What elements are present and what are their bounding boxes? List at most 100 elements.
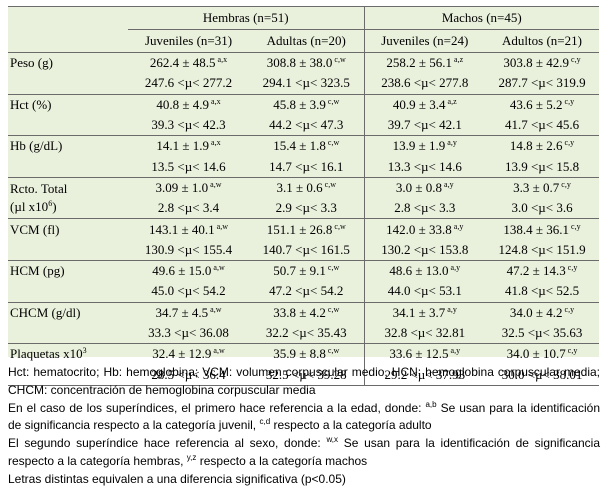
significance-sup: c,y xyxy=(571,221,581,231)
row-label-blank xyxy=(8,322,128,345)
range-cell: 33.3 <µ< 36.08 xyxy=(128,322,249,345)
range-cell: 130.2 <µ< 153.8 xyxy=(363,239,486,261)
corner-cell xyxy=(8,6,128,30)
significance-sup: a,x xyxy=(211,96,221,106)
mean-cell: 32.4 ± 12.9 a,w xyxy=(128,344,249,365)
row-label: Hct (%) xyxy=(8,94,128,115)
mean-value: 40.8 ± 4.9 xyxy=(156,96,210,112)
hematology-table-panel: Hembras (n=51) Machos (n=45) Juveniles (… xyxy=(8,6,600,386)
range-cell: 32.2 <µ< 35.43 xyxy=(249,322,365,345)
mean-cell: 3.3 ± 0.7 c,y xyxy=(485,177,599,198)
hematology-table: Hembras (n=51) Machos (n=45) Juveniles (… xyxy=(8,6,600,386)
mean-cell: 308.8 ± 38.0 c,w xyxy=(249,53,364,74)
mean-cell: 303.8 ± 42.9 c,y xyxy=(485,53,599,74)
significance-sup: a,y xyxy=(450,346,461,356)
row-label-text: Hct (%) xyxy=(10,96,52,112)
table-row-mean: Hct (%) 40.8 ± 4.9 a,x 45.8 ± 3.9 c,w 40.9 ± … xyxy=(8,94,599,115)
range-cell: 2.8 <µ< 3.3 xyxy=(363,198,486,220)
mean-value: 40.9 ± 3.4 xyxy=(392,96,446,112)
row-label: Plaquetas x103 xyxy=(8,344,128,365)
significance-sup: a,y xyxy=(444,179,454,189)
row-label: VCM (fl) xyxy=(8,219,128,240)
row-label-blank xyxy=(8,364,128,386)
note-superscript-sex: El segundo superíndice hace referencia a… xyxy=(8,435,600,471)
significance-sup: c,w xyxy=(334,55,346,65)
mean-cell: 43.6 ± 5.2 c,y xyxy=(485,94,599,115)
range-cell: 2.8 <µ< 3.4 xyxy=(128,198,249,220)
mean-cell: 45.8 ± 3.9 c,w xyxy=(249,94,364,115)
mean-value: 308.8 ± 38.0 xyxy=(266,55,333,71)
range-cell: 14.7 <µ< 16.1 xyxy=(249,156,365,178)
note-text: Se usan para la identificación de signif… xyxy=(8,400,600,433)
mean-value: 258.2 ± 56.1 xyxy=(386,55,453,71)
significance-sup: c,y xyxy=(564,96,575,106)
note-sup: w,x xyxy=(326,435,338,445)
note-text: Se usan para la identificación de signif… xyxy=(8,436,601,468)
significance-sup: a,y xyxy=(450,263,461,273)
mean-value: 48.6 ± 13.0 xyxy=(389,263,449,279)
significance-sup: c,w xyxy=(334,221,346,231)
range-cell: 29.2 <µ< 37.93 xyxy=(363,364,486,386)
note-text: El segundo superíndice hace referencia a… xyxy=(8,436,327,451)
sub-header-juveniles-hembras: Juveniles (n=31) xyxy=(128,29,249,53)
table-row-range: 39.3 <µ< 42.3 44.2 <µ< 47.3 39.7 <µ< 42.1 4… xyxy=(8,114,600,137)
table-row-mean: Plaquetas x103 32.4 ± 12.9 a,w 35.9 ± 8.8 c,… xyxy=(8,343,599,365)
mean-value: 33.8 ± 4.2 xyxy=(273,304,326,320)
table-row-mean: VCM (fl) 143.1 ± 40.1 a,w 151.1 ± 26.8 c,w 14… xyxy=(8,218,599,240)
significance-sup: c,w xyxy=(324,179,336,189)
row-label-text: HCM (pg) xyxy=(10,263,65,279)
mean-value: 34.0 ± 4.2 xyxy=(509,304,563,320)
mean-cell: 34.0 ± 10.7 c,y xyxy=(485,344,599,365)
table-body: Hembras (n=51) Machos (n=45) Juveniles (… xyxy=(8,6,600,386)
mean-cell: 13.9 ± 1.9 a,y xyxy=(363,135,486,157)
mean-cell: 40.8 ± 4.9 a,x xyxy=(128,94,249,115)
group-header-hembras: Hembras (n=51) xyxy=(128,6,365,30)
sub-header-adultos: Adultos (n=21) xyxy=(485,29,600,53)
table-row-mean: Hb (g/dL) 14.1 ± 1.9 a,x 15.4 ± 1.8 c,w 13.9 … xyxy=(8,135,599,157)
range-cell: 32.8 <µ< 32.81 xyxy=(363,322,486,345)
significance-sup: a,w xyxy=(213,346,225,356)
range-cell: 32.5 <µ< 39.28 xyxy=(249,364,365,386)
group-header-machos: Machos (n=45) xyxy=(363,6,600,30)
significance-sup: a,x xyxy=(211,138,221,148)
significance-sup: c,y xyxy=(564,304,575,314)
mean-cell: 34.0 ± 4.2 c,y xyxy=(485,302,599,323)
significance-sup: c,w xyxy=(327,138,340,148)
mean-cell: 47.2 ± 14.3 c,y xyxy=(485,260,599,281)
significance-sup: a,w xyxy=(210,179,222,189)
range-cell: 140.7 <µ< 161.5 xyxy=(249,239,365,261)
row-label-blank xyxy=(8,281,128,303)
table-row-mean: CHCM (g/dl) 34.7 ± 4.5 a,w 33.8 ± 4.2 c,w 34.… xyxy=(8,302,599,323)
group-header-row: Hembras (n=51) Machos (n=45) xyxy=(8,6,600,30)
range-cell: 2.9 <µ< 3.3 xyxy=(249,198,365,220)
table-row-range: 247.6 <µ< 277.2 294.1 <µ< 323.5 238.6 <µ< … xyxy=(8,73,600,95)
significance-sup: a,z xyxy=(447,96,457,106)
mean-value: 32.4 ± 12.9 xyxy=(152,346,212,362)
mean-value: 262.4 ± 48.5 xyxy=(149,55,216,71)
mean-cell: 143.1 ± 40.1 a,w xyxy=(128,219,249,240)
significance-sup: c,w xyxy=(327,263,340,273)
mean-value: 34.0 ± 10.7 xyxy=(506,346,566,362)
note-sup: a,b xyxy=(425,399,437,409)
significance-sup: a,y xyxy=(447,138,457,148)
row-label-sup: 6 xyxy=(48,199,53,209)
mean-cell: 40.9 ± 3.4 a,z xyxy=(363,94,486,115)
mean-value: 14.8 ± 2.6 xyxy=(509,138,563,154)
row-label-line1: Rcto. Total xyxy=(10,181,68,197)
mean-value: 50.7 ± 9.1 xyxy=(273,263,326,279)
table-row-range: 13.5 <µ< 14.6 14.7 <µ< 16.1 13.3 <µ< 14.6 1… xyxy=(8,156,600,178)
mean-value: 14.1 ± 1.9 xyxy=(156,138,210,154)
row-label-text: Hb (g/dL) xyxy=(10,138,63,154)
table-row-range: 2.8 <µ< 3.4 2.9 <µ< 3.3 2.8 <µ< 3.3 3.0 <µ<… xyxy=(8,198,600,220)
mean-value: 3.0 ± 0.8 xyxy=(395,179,443,195)
mean-cell: 34.7 ± 4.5 a,w xyxy=(128,302,249,323)
range-cell: 41.7 <µ< 45.6 xyxy=(485,114,600,137)
significance-sup: a,y xyxy=(453,221,464,231)
range-cell: 13.9 <µ< 15.8 xyxy=(485,156,600,178)
range-cell: 247.6 <µ< 277.2 xyxy=(128,73,249,95)
mean-cell: 3.0 ± 0.8 a,y xyxy=(363,177,486,199)
mean-cell: 34.1 ± 3.7 a,y xyxy=(363,302,486,323)
range-cell: 294.1 <µ< 323.5 xyxy=(249,73,365,95)
range-cell: 47.2 <µ< 54.2 xyxy=(249,281,365,303)
mean-cell: 50.7 ± 9.1 c,w xyxy=(249,260,364,281)
